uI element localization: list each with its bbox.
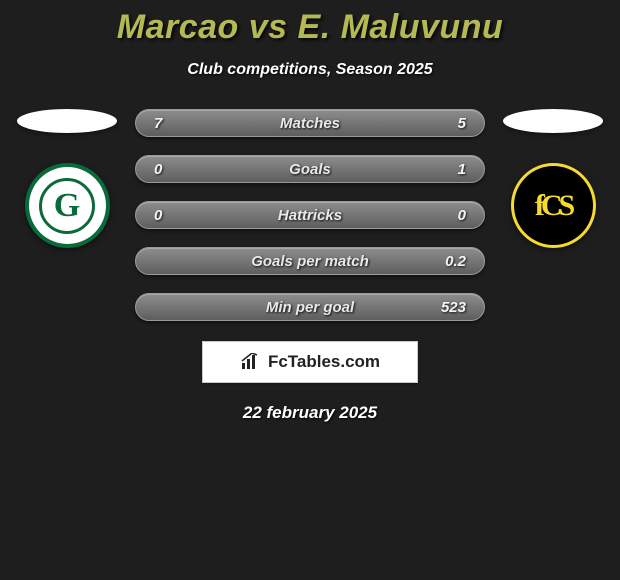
stat-row-min-per-goal: Min per goal 523	[135, 293, 485, 321]
stat-right-value: 0.2	[430, 253, 466, 270]
stat-right-value: 0	[430, 207, 466, 224]
left-oval-decoration	[17, 109, 117, 133]
right-crest-letter: fCS	[535, 189, 571, 223]
stat-row-matches: 7 Matches 5	[135, 109, 485, 137]
stat-label: Hattricks	[190, 207, 430, 224]
left-crest-letter: G	[39, 178, 95, 234]
stat-label: Min per goal	[190, 299, 430, 316]
left-column: G	[17, 109, 117, 248]
stats-column: 7 Matches 5 0 Goals 1 0 Hattricks 0 Goal…	[135, 109, 485, 321]
date-line: 22 february 2025	[0, 403, 620, 423]
right-column: fCS	[503, 109, 603, 248]
right-oval-decoration	[503, 109, 603, 133]
subtitle: Club competitions, Season 2025	[0, 61, 620, 79]
stat-label: Goals	[190, 161, 430, 178]
stat-left-value: 7	[154, 115, 190, 132]
right-team-crest: fCS	[511, 163, 596, 248]
left-team-crest: G	[25, 163, 110, 248]
stat-row-hattricks: 0 Hattricks 0	[135, 201, 485, 229]
stat-row-goals: 0 Goals 1	[135, 155, 485, 183]
stat-right-value: 5	[430, 115, 466, 132]
brand-box[interactable]: FcTables.com	[202, 341, 418, 383]
stat-right-value: 523	[430, 299, 466, 316]
stat-right-value: 1	[430, 161, 466, 178]
stat-label: Matches	[190, 115, 430, 132]
stat-left-value: 0	[154, 161, 190, 178]
body-row: G 7 Matches 5 0 Goals 1 0 Hattricks 0 Go…	[0, 109, 620, 321]
infographic-container: Marcao vs E. Maluvunu Club competitions,…	[0, 0, 620, 423]
stat-label: Goals per match	[190, 253, 430, 270]
stat-row-goals-per-match: Goals per match 0.2	[135, 247, 485, 275]
stat-left-value: 0	[154, 207, 190, 224]
chart-icon	[240, 353, 262, 371]
brand-name: FcTables.com	[268, 352, 380, 372]
page-title: Marcao vs E. Maluvunu	[0, 8, 620, 47]
